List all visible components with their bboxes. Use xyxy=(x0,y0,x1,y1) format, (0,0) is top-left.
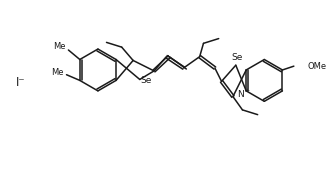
Text: I⁻: I⁻ xyxy=(16,76,26,89)
Text: N: N xyxy=(237,90,244,99)
Text: Se: Se xyxy=(141,76,152,85)
Text: OMe: OMe xyxy=(307,62,326,71)
Text: Me: Me xyxy=(51,68,63,77)
Text: +: + xyxy=(244,88,250,93)
Text: Me: Me xyxy=(53,42,65,51)
Text: Se: Se xyxy=(231,53,243,62)
